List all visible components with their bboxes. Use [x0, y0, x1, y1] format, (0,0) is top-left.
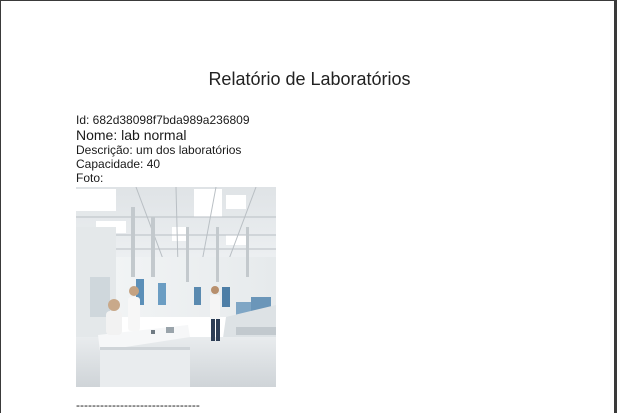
lab-photo-label: Foto:	[76, 171, 104, 185]
frame-left-border	[0, 0, 1, 413]
lab-capacity: Capacidade: 40	[76, 157, 161, 171]
report-title: Relatório de Laboratórios	[208, 69, 411, 89]
frame-right-border	[614, 0, 617, 413]
lab-id: Id: 682d38098f7bda989a236809	[76, 113, 250, 127]
lab-name: Nome: lab normal	[76, 127, 187, 143]
lab-photo	[76, 187, 276, 387]
record-separator: -------------------------------	[76, 398, 200, 412]
lab-description: Descrição: um dos laboratórios	[76, 143, 242, 157]
frame-top-border	[0, 0, 617, 1]
